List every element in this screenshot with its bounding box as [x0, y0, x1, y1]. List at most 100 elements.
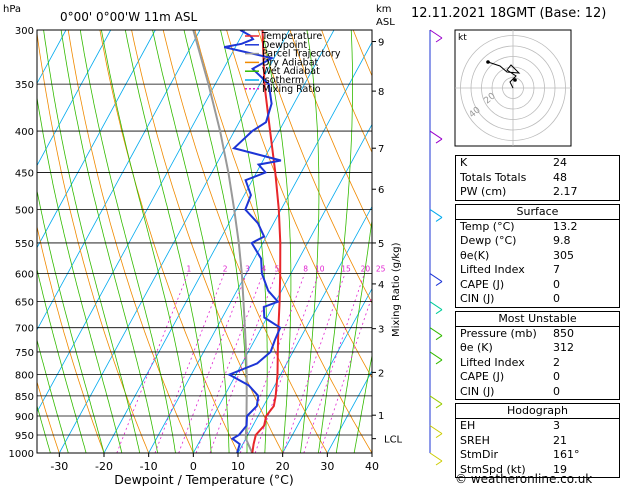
wind-barb — [435, 335, 443, 341]
wind-barb — [429, 452, 443, 462]
x-tick-label: -30 — [50, 460, 68, 473]
isotherm-line — [282, 287, 372, 453]
legend-label: Wet Adiabat — [262, 66, 320, 77]
wet-adiabat-line — [79, 30, 176, 453]
x-tick-label: 10 — [231, 460, 245, 473]
chart-title: 0°00' 0°00'W 11m ASL — [60, 10, 198, 24]
km-tick-label: 6 — [378, 185, 384, 196]
dry-adiabat-line — [37, 380, 60, 453]
most-unstable-row: CAPE (J) 0 — [456, 370, 619, 385]
most-unstable-value: 0 — [553, 384, 560, 398]
mixing-ratio-axis-label: Mixing Ratio (g/kg) — [391, 242, 402, 337]
wind-barb — [435, 217, 443, 222]
mixing-ratio-line — [319, 294, 372, 453]
mixing-ratio-label: 2 — [223, 265, 228, 274]
surface-block: Surface Temp (°C) 13.2 Dewp (°C) 9.8 θe(K) 30… — [455, 203, 620, 308]
wind-barb — [435, 309, 443, 315]
most-unstable-value: 2 — [553, 355, 560, 369]
mixing-ratio-line — [282, 273, 346, 453]
hodograph-stat-value: 21 — [553, 433, 567, 447]
wind-barb — [435, 138, 443, 144]
hodograph-stat-row: StmSpd (kt) 19 — [456, 463, 619, 478]
hodograph-stat-row: EH 3 — [456, 419, 619, 434]
wind-barb — [435, 403, 443, 409]
diagram-grid — [0, 30, 372, 453]
km-tick-label: 1 — [378, 411, 384, 422]
wind-barb — [435, 359, 443, 365]
dry-adiabat-line — [131, 30, 284, 453]
mixing-ratio-label: 15 — [341, 265, 351, 274]
isotherm-line — [37, 30, 246, 413]
hodograph-stat-value: 161° — [553, 448, 580, 461]
x-tick-label: -10 — [140, 460, 158, 473]
wind-profile — [429, 29, 443, 466]
wind-barb — [429, 209, 443, 218]
parcel-trajectory-trace — [192, 30, 254, 453]
hodograph-unit-label: kt — [458, 33, 467, 43]
surface-row: CAPE (J) 0 — [456, 278, 619, 293]
mixing-ratio-line — [303, 273, 365, 453]
km-tick-label: 4 — [378, 280, 384, 291]
mixing-ratio-line — [195, 273, 264, 453]
index-row: K 24 — [456, 156, 619, 171]
surface-label: Dewp (°C) — [460, 234, 517, 247]
most-unstable-value: 850 — [553, 326, 574, 340]
km-tick-label: 5 — [378, 239, 384, 250]
hodograph-stat-label: StmDir — [460, 448, 499, 461]
mixing-ratio-line — [116, 273, 189, 453]
wet-adiabat-line — [37, 95, 123, 453]
wind-barb — [429, 130, 443, 140]
most-unstable-label: CAPE (J) — [460, 370, 505, 383]
mixing-ratio-label: 8 — [303, 265, 308, 274]
km-tick-label: 8 — [378, 87, 384, 98]
wet-adiabat-line — [37, 404, 51, 453]
dry-adiabat-line — [321, 30, 372, 154]
pressure-tick-label: 850 — [15, 392, 34, 403]
most-unstable-block: Most Unstable Pressure (mb) 850 θe (K) 312 L… — [455, 310, 620, 400]
surface-row: CIN (J) 0 — [456, 292, 619, 307]
legend-label: Parcel Trajectory — [262, 49, 341, 60]
mixing-ratio-label: 5 — [275, 265, 280, 274]
mixing-ratio-label: 10 — [315, 265, 325, 274]
surface-label: CAPE (J) — [460, 277, 505, 291]
wind-barb — [429, 273, 443, 282]
pressure-tick-label: 1000 — [9, 449, 34, 460]
legend-label: Dewpoint — [262, 40, 307, 51]
mixing-ratio-line — [154, 273, 225, 453]
mixing-ratio-line — [209, 273, 277, 453]
wind-barb — [429, 327, 443, 337]
wind-barb — [435, 460, 443, 466]
stats-panel: K 24 Totals Totals 48 PW (cm) 2.17 Surface Te… — [455, 155, 620, 481]
mixing-ratio-line — [254, 273, 320, 453]
hodograph-stat-label: SREH — [460, 433, 490, 447]
isotherm-line — [326, 370, 372, 453]
datetime-label: 12.11.2021 18GMT (Base: 12) — [411, 6, 607, 21]
diagram-axes: 1 2 3 4 5 8 10 15 20 2530035040045050055060065070… — [3, 4, 403, 486]
mixing-ratio-label: 4 — [262, 265, 267, 274]
index-label: PW (cm) — [460, 185, 507, 198]
km-tick-label: 7 — [378, 144, 384, 155]
pressure-tick-label: 650 — [15, 298, 34, 309]
index-value: 24 — [553, 156, 567, 169]
mixing-ratio-line — [178, 273, 247, 453]
legend-label: Mixing Ratio — [262, 84, 321, 95]
pressure-tick-label: 900 — [15, 412, 34, 423]
wet-adiabat-line — [60, 30, 158, 453]
mixing-ratio-label: 3 — [245, 265, 250, 274]
index-label: Totals Totals — [460, 170, 527, 184]
wind-barb — [435, 37, 443, 43]
wet-adiabat-line — [0, 30, 15, 453]
pressure-tick-label: 800 — [15, 371, 34, 382]
index-value: 48 — [553, 170, 567, 184]
most-unstable-row: θe (K) 312 — [456, 341, 619, 356]
wind-barb — [429, 301, 443, 311]
most-unstable-value: 0 — [553, 370, 560, 383]
x-axis-label: Dewpoint / Temperature (°C) — [114, 472, 293, 486]
hodograph-block: Hodograph EH 3 SREH 21 StmDir 161° StmSpd (kt)… — [455, 403, 620, 478]
wind-barb — [435, 433, 443, 439]
wet-adiabat-line — [318, 30, 354, 453]
pressure-tick-label: 750 — [15, 348, 34, 359]
